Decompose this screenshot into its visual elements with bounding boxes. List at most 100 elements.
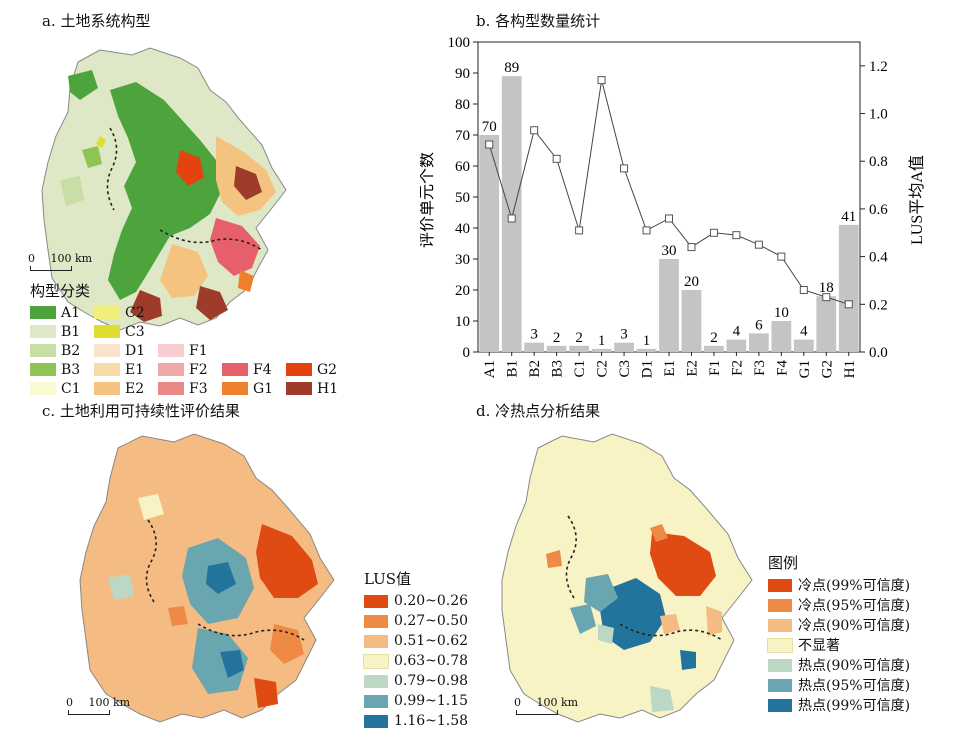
chart-b-bar-B3 (546, 345, 567, 352)
chart-b-ytick-label: 40 (455, 221, 470, 237)
chart-b-bar-C3 (614, 342, 634, 352)
legend-d-item: 热点(95%可信度) (768, 675, 910, 695)
chart-b-xtick-label: A1 (482, 360, 498, 378)
chart-b-line-point (642, 226, 651, 235)
map-c-lus-evaluation (79, 433, 335, 723)
legend-a-swatch (286, 363, 312, 376)
legend-a-swatch (286, 382, 312, 395)
legend-d-label: 冷点(95%可信度) (798, 598, 911, 614)
chart-b-line-point (754, 240, 763, 249)
legend-a-label: F2 (189, 361, 208, 378)
scalebar-c: 0 100 km (66, 696, 130, 709)
legend-a-swatch (222, 382, 248, 395)
chart-b-line-point (732, 231, 741, 240)
chart-b-bar-B2 (524, 342, 545, 352)
chart-b-bar-label: 1 (598, 333, 606, 349)
legend-c-label: 0.51~0.62 (394, 633, 469, 649)
legend-a-swatch (30, 344, 56, 357)
legend-a-title: 构型分类 (30, 282, 91, 300)
legend-a-label: B2 (61, 342, 81, 359)
legend-a-label: B3 (61, 361, 81, 378)
legend-d-label: 热点(95%可信度) (798, 678, 911, 694)
legend-a-item: E1 (94, 360, 158, 379)
legend-a-swatch (158, 344, 184, 357)
scalebar-c-bar (68, 710, 110, 715)
legend-c-swatch (364, 694, 388, 708)
legend-a-swatch (94, 382, 120, 395)
legend-d-item: 热点(90%可信度) (768, 655, 910, 675)
chart-b-bar-D1 (636, 348, 657, 352)
chart-b-xtick-label: E1 (662, 360, 678, 377)
legend-c-swatch (363, 653, 389, 669)
chart-b-ytick-label: 70 (455, 128, 470, 144)
legend-a-label: C1 (61, 380, 81, 397)
legend-a-swatch (94, 306, 120, 319)
legend-c-item: 0.99~1.15 (364, 691, 468, 711)
legend-c-item: 0.63~0.78 (363, 651, 468, 671)
chart-b-line-point (575, 226, 584, 235)
chart-b-bar-G1 (793, 339, 814, 352)
scalebar-c-label: 100 km (88, 696, 131, 709)
legend-a-item: F2 (158, 360, 222, 379)
legend-a-item: A1 (30, 303, 94, 322)
chart-b-xtick-label: C1 (572, 360, 588, 378)
legend-a: 构型分类 A1 C2 B1 C3 B2 D1 F1 B3 E1 F2 F4 G2 C1 E2 F3 G1 H1 (30, 280, 346, 398)
chart-b-line-point (844, 300, 853, 309)
scalebar-d-bar (516, 710, 558, 715)
chart-b-y2tick-label: 0.2 (869, 297, 888, 313)
legend-c-item: 0.27~0.50 (364, 611, 468, 631)
legend-d-swatch (768, 598, 792, 612)
legend-a-empty-cell (286, 303, 346, 322)
chart-b-bar-E1 (659, 259, 679, 352)
legend-a-label: C3 (125, 323, 145, 340)
chart-b-xtick-label: G2 (819, 360, 835, 378)
legend-a-item: F4 (222, 360, 286, 379)
legend-d-label: 热点(99%可信度) (798, 698, 911, 714)
legend-a-empty-cell (158, 322, 222, 341)
chart-b-line-point (597, 76, 606, 85)
legend-a-empty-cell (222, 341, 286, 360)
chart-b-xtick-label: B3 (550, 360, 566, 378)
legend-d: 图例 冷点(99%可信度) 冷点(95%可信度) 冷点(90%可信度) 不显著 热点(9… (767, 552, 911, 715)
legend-c-title: LUS值 (364, 570, 412, 588)
chart-b-bar-label: 4 (800, 324, 808, 340)
chart-b-y2label: LUS平均A值 (908, 155, 926, 245)
legend-a-item: G1 (222, 379, 286, 398)
chart-b-line-point (530, 126, 539, 135)
legend-a-empty-cell (222, 303, 286, 322)
chart-b-ytick-label: 100 (448, 35, 471, 51)
legend-a-label: A1 (61, 304, 81, 321)
chart-b-line-point (777, 252, 786, 261)
chart-b-line-point (799, 286, 808, 294)
legend-a-swatch (94, 325, 120, 338)
legend-a-item: B3 (30, 360, 94, 379)
legend-c-item: 0.20~0.26 (364, 591, 468, 611)
chart-b-bar-label: 2 (710, 330, 718, 346)
chart-b-xtick-label: B1 (505, 360, 521, 378)
scalebar-a-label: 100 km (50, 252, 93, 265)
legend-d-label: 冷点(90%可信度) (798, 618, 911, 634)
panel-a-title: a. 土地系统构型 (42, 12, 151, 30)
scalebar-a: 0 100 km (28, 252, 92, 265)
chart-b-bar-label: 30 (662, 243, 677, 259)
legend-a-swatch (94, 344, 120, 357)
legend-a-empty-cell (286, 341, 346, 360)
legend-a-label: F3 (189, 380, 208, 397)
legend-a-label: G2 (317, 361, 338, 378)
legend-d-label: 冷点(99%可信度) (798, 578, 911, 594)
chart-b-ytick-label: 10 (455, 314, 470, 330)
chart-b-xtick-label: C3 (617, 360, 633, 378)
legend-a-label: B1 (61, 323, 81, 340)
chart-b-xtick-label: D1 (640, 360, 656, 378)
chart-b-bar-label: 89 (504, 60, 519, 76)
chart-b-ytick-label: 20 (455, 283, 470, 299)
scalebar-a-bar (30, 266, 72, 271)
chart-b-line-point (665, 214, 673, 223)
chart-b-bar-F4 (771, 321, 792, 352)
chart-b-line-point (822, 293, 831, 302)
legend-c-label: 0.20~0.26 (394, 593, 469, 609)
legend-c-swatch (364, 634, 388, 648)
legend-d-label: 热点(90%可信度) (798, 658, 911, 674)
legend-d-swatch (767, 637, 793, 653)
chart-b-bar-F1 (704, 345, 724, 352)
